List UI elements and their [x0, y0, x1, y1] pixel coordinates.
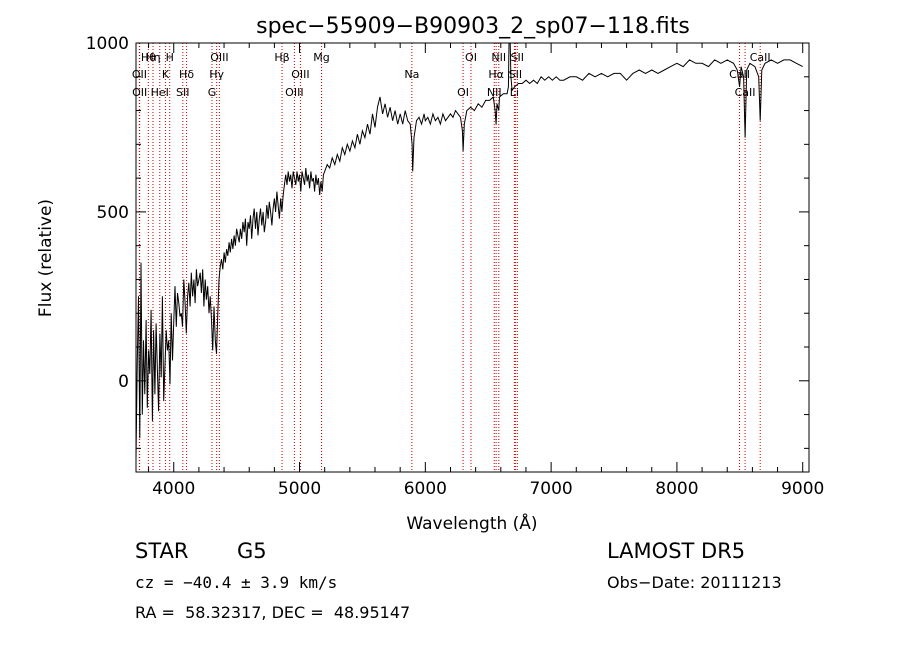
- line-marker-label: K: [162, 68, 170, 81]
- observation-date: Obs−Date: 20111213: [607, 573, 782, 592]
- line-marker-label: HeI: [151, 86, 169, 99]
- y-tick-label: 0: [118, 372, 129, 392]
- plot-axes: 4000 5000 6000 7000 8000 9000 0 500 1000: [86, 34, 825, 499]
- x-tick-label: 4000: [152, 479, 195, 499]
- line-marker-label: Mg: [313, 51, 329, 64]
- line-marker-label: Hβ: [274, 51, 289, 64]
- coordinates: RA = 58.32317, DEC = 48.95147: [135, 603, 410, 622]
- line-marker-label: OII: [132, 68, 147, 81]
- plot-frame: [136, 43, 809, 472]
- line-marker-label: OIII: [210, 51, 228, 64]
- x-tick-label: 5000: [278, 479, 321, 499]
- line-marker-label: OIII: [291, 68, 309, 81]
- line-marker-label: OI: [457, 86, 469, 99]
- chart-title: spec−55909−B90903_2_sp07−118.fits: [256, 14, 690, 39]
- line-marker-label: NII: [491, 51, 506, 64]
- object-subclass: G5: [237, 539, 267, 563]
- line-marker-label: SII: [511, 51, 524, 64]
- x-tick-label: 7000: [529, 479, 572, 499]
- line-marker-label: OII: [132, 86, 147, 99]
- spectrum-line: [136, 43, 803, 459]
- line-marker-label: Hη: [145, 51, 160, 64]
- x-axis-label: Wavelength (Å): [406, 512, 537, 534]
- redshift-velocity: cz = −40.4 ± 3.9 km/s: [135, 573, 337, 592]
- spectral-line-markers: [139, 43, 760, 472]
- y-tick-label: 500: [97, 203, 129, 223]
- line-marker-label: H: [166, 51, 174, 64]
- line-marker-label: OIII: [285, 86, 303, 99]
- line-marker-label: Hδ: [179, 68, 194, 81]
- x-tick-label: 9000: [781, 479, 824, 499]
- line-marker-label: OI: [465, 51, 477, 64]
- line-marker-label: Hα: [488, 68, 504, 81]
- line-marker-label: G: [208, 86, 217, 99]
- line-marker-label: Hγ: [209, 68, 224, 81]
- survey-name: LAMOST DR5: [607, 539, 745, 563]
- line-marker-label: SII: [176, 86, 189, 99]
- object-class: STAR: [135, 539, 188, 563]
- spectral-line-labels: HθOIIOIIHηKHeIHHδSIIOIIIHγGHβOIIIOIIIMgN…: [132, 51, 771, 99]
- x-tick-label: 8000: [655, 479, 698, 499]
- line-marker-label: Na: [404, 68, 419, 81]
- x-tick-label: 6000: [404, 479, 447, 499]
- line-marker-label: CaII: [735, 86, 756, 99]
- y-axis-label: Flux (relative): [36, 199, 56, 317]
- y-tick-label: 1000: [86, 34, 129, 54]
